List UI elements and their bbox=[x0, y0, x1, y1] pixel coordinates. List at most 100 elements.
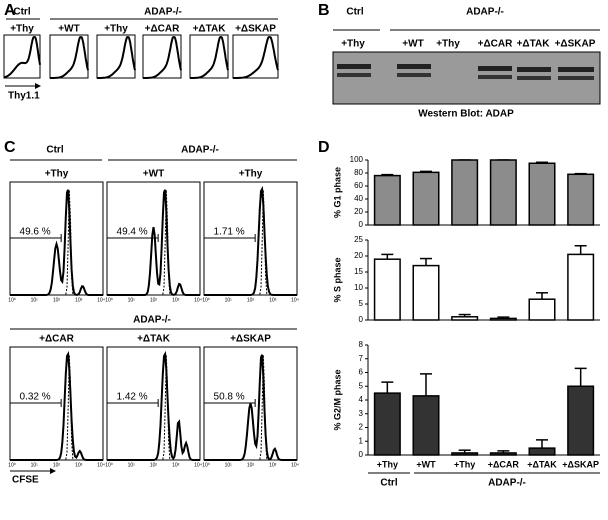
histogram-box bbox=[96, 34, 136, 79]
log-tick-label: 10⁰ bbox=[105, 297, 113, 303]
sample-label: +ΔSKAP bbox=[235, 24, 276, 35]
log-tick-label: 10⁴ bbox=[194, 462, 202, 468]
lane-label: +ΔTAK bbox=[517, 39, 551, 50]
log-tick-label: 10² bbox=[150, 462, 158, 468]
y-tick-label: 4 bbox=[359, 395, 364, 404]
group-label: Ctrl bbox=[346, 7, 363, 18]
percent-label: 50.8 % bbox=[214, 392, 245, 403]
log-tick-label: 10³ bbox=[269, 297, 277, 303]
histogram-curve bbox=[10, 354, 103, 461]
histogram-box bbox=[142, 34, 182, 79]
y-tick-label: 2 bbox=[359, 423, 364, 432]
log-tick-label: 10² bbox=[150, 297, 158, 303]
log-tick-label: 10¹ bbox=[225, 462, 233, 468]
y-tick-label: 5 bbox=[359, 299, 364, 308]
bar bbox=[567, 385, 595, 456]
group-label: Ctrl bbox=[13, 7, 30, 18]
x-tick-label: +Thy bbox=[454, 459, 475, 469]
y-tick-label: 1 bbox=[359, 436, 364, 445]
group-label: Ctrl bbox=[46, 145, 63, 156]
bar bbox=[567, 253, 595, 321]
histogram-curve bbox=[143, 36, 182, 79]
bar bbox=[451, 159, 479, 226]
y-tick-label: 7 bbox=[359, 354, 364, 363]
bar bbox=[412, 171, 440, 226]
histogram-curve bbox=[10, 189, 103, 296]
sample-label: +ΔSKAP bbox=[230, 334, 271, 345]
bar bbox=[528, 162, 556, 226]
y-tick-label: 100 bbox=[350, 155, 364, 164]
sample-label: +Thy bbox=[45, 169, 69, 180]
histogram-curve bbox=[233, 36, 279, 79]
log-tick-label: 10¹ bbox=[31, 297, 39, 303]
log-tick-label: 10¹ bbox=[31, 462, 39, 468]
y-tick-label: 5 bbox=[359, 381, 364, 390]
lane-label: +ΔCAR bbox=[478, 39, 513, 50]
lane-label: +Thy bbox=[341, 39, 365, 50]
blot bbox=[332, 51, 601, 105]
bar bbox=[412, 264, 440, 321]
bar bbox=[528, 298, 556, 321]
log-tick-label: 10⁴ bbox=[97, 297, 105, 303]
y-tick-label: 40 bbox=[354, 194, 363, 203]
sample-label: +WT bbox=[143, 169, 164, 180]
lane-label: +WT bbox=[402, 39, 423, 50]
histogram-curve bbox=[50, 36, 89, 79]
log-tick-label: 10⁰ bbox=[8, 462, 16, 468]
panel-letter: C bbox=[4, 139, 16, 156]
log-tick-label: 10⁴ bbox=[97, 462, 105, 468]
histogram-curve bbox=[204, 185, 297, 296]
histogram-box bbox=[49, 34, 89, 79]
log-tick-label: 10² bbox=[247, 297, 255, 303]
axis-label: CFSE bbox=[12, 475, 39, 486]
percent-label: 1.42 % bbox=[117, 392, 148, 403]
log-tick-label: 10⁰ bbox=[202, 462, 210, 468]
x-tick-label: +WT bbox=[416, 459, 436, 469]
caption: Western Blot: ADAP bbox=[418, 109, 514, 120]
log-tick-label: 10⁰ bbox=[202, 297, 210, 303]
sample-label: +Thy bbox=[10, 24, 34, 35]
group-label: ADAP-/- bbox=[144, 7, 182, 18]
y-axis-label: % G1 phase bbox=[332, 167, 342, 218]
histogram-curve bbox=[107, 189, 200, 296]
histogram-curve bbox=[97, 36, 136, 79]
log-tick-label: 10⁴ bbox=[291, 462, 299, 468]
log-tick-label: 10¹ bbox=[128, 297, 136, 303]
log-tick-label: 10² bbox=[247, 462, 255, 468]
x-tick-label: +Thy bbox=[377, 459, 398, 469]
bar bbox=[489, 159, 517, 226]
y-tick-label: 6 bbox=[359, 368, 364, 377]
histogram-box bbox=[3, 34, 41, 79]
y-axis-label: % G2/M phase bbox=[332, 369, 342, 430]
group-label: ADAP-/- bbox=[466, 7, 504, 18]
log-tick-label: 10⁴ bbox=[291, 297, 299, 303]
sample-label: +ΔCAR bbox=[145, 24, 180, 35]
log-tick-label: 10² bbox=[53, 462, 61, 468]
histogram-curve bbox=[204, 189, 297, 296]
group-label: ADAP-/- bbox=[181, 145, 219, 156]
percent-label: 0.32 % bbox=[20, 392, 51, 403]
log-tick-label: 10³ bbox=[75, 297, 83, 303]
y-axis-label: % S phase bbox=[332, 257, 342, 302]
x-tick-label: +ΔCAR bbox=[488, 459, 520, 469]
group-label: Ctrl bbox=[380, 478, 397, 489]
log-tick-label: 10⁰ bbox=[8, 297, 16, 303]
lane-label: +Thy bbox=[436, 39, 460, 50]
percent-label: 49.6 % bbox=[20, 227, 51, 238]
log-tick-label: 10¹ bbox=[225, 297, 233, 303]
panel-letter: B bbox=[318, 2, 330, 19]
histogram-curve bbox=[10, 350, 103, 461]
sample-label: +Thy bbox=[104, 24, 128, 35]
histogram-box bbox=[232, 34, 279, 79]
histogram-curve bbox=[190, 36, 229, 79]
lane-label: +ΔSKAP bbox=[555, 39, 596, 50]
histogram-curve bbox=[3, 36, 41, 79]
y-tick-label: 20 bbox=[354, 207, 363, 216]
sample-label: +Thy bbox=[239, 169, 263, 180]
panel-letter: D bbox=[318, 139, 330, 156]
bar bbox=[373, 258, 401, 321]
bar bbox=[373, 174, 401, 226]
bar bbox=[567, 173, 595, 226]
y-tick-label: 0 bbox=[359, 450, 364, 459]
group-label: ADAP-/- bbox=[133, 315, 171, 326]
